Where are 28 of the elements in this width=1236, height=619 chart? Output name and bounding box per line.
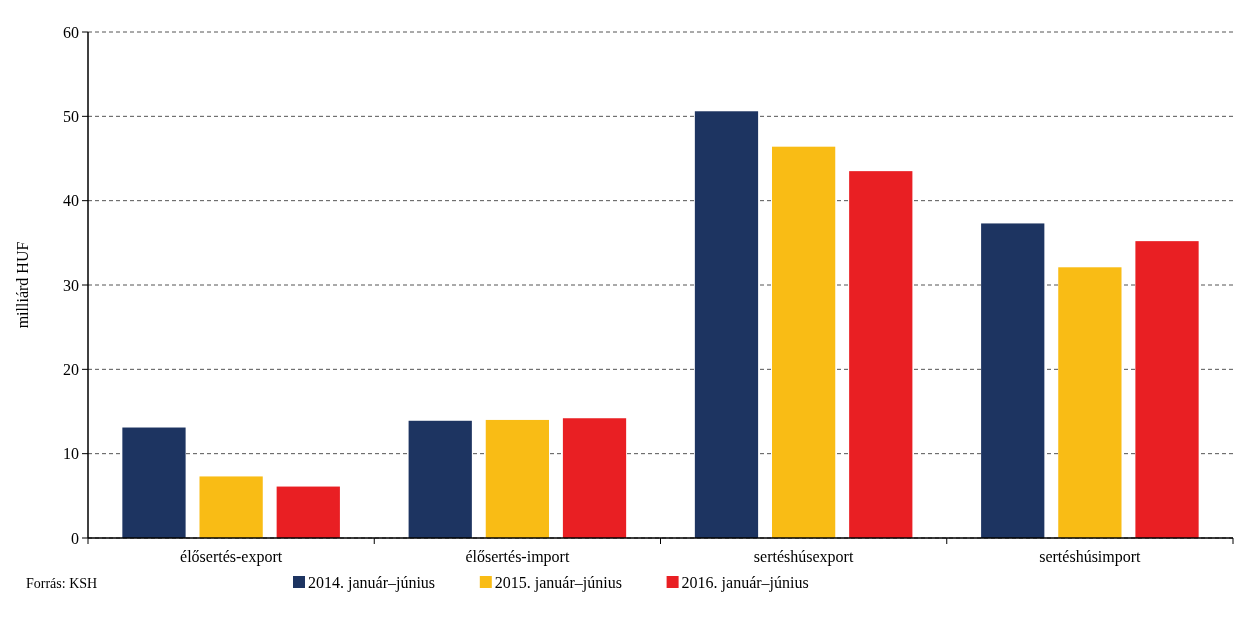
bar [199,476,263,538]
bar [122,427,186,538]
bar [562,418,627,538]
y-tick-label: 0 [71,529,79,547]
y-tick-label: 10 [63,445,79,463]
bar [849,171,913,538]
y-tick-label: 50 [63,107,79,125]
bar [694,111,759,538]
y-tick-label: 60 [63,23,79,41]
y-tick-label: 40 [63,192,79,210]
legend-label: 2015. január–június [494,573,622,592]
legend-label: 2016. január–június [681,573,809,592]
bar [772,146,836,538]
x-tick-label: élősertés-import [465,548,570,566]
bar [1135,241,1199,538]
y-tick-label: 30 [63,276,79,294]
bar [981,223,1045,538]
legend-label: 2014. január–június [308,573,436,592]
text: Forrás: KSH [26,576,98,591]
y-axis-title: milliárd HUF [14,241,31,329]
y-tick-label: 20 [63,360,79,378]
x-tick-label: sertéshúsimport [1039,548,1142,566]
bar [276,486,340,538]
x-tick-label: sertéshúsexport [753,548,854,566]
x-tick-label: élősertés-export [180,548,283,566]
bar [1058,267,1122,538]
bar [485,419,549,538]
bar [408,420,472,538]
